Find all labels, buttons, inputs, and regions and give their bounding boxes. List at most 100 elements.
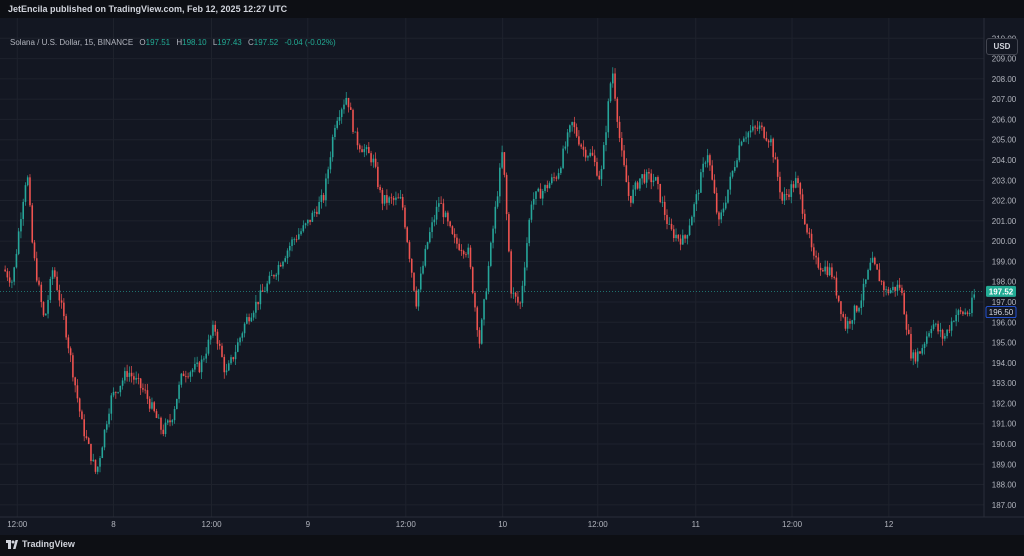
candle-body [813,247,815,256]
candle-body [300,231,302,235]
secondary-price-label: 196.50 [989,308,1014,317]
candle-body [223,356,226,373]
price-tick-label: 209.00 [992,55,1017,64]
candle-body [361,149,363,153]
candle-body [370,153,372,163]
candle-body [921,348,924,354]
candle-body [31,205,34,243]
chart-pane[interactable]: 187.00 188.00 189.00 190.00 191.00 192.00 193.… [0,18,1024,535]
candle-body [623,150,625,166]
candle-body [648,171,650,174]
time-tick-label: 9 [306,520,311,529]
candle-body [124,371,126,381]
candle-body [905,314,908,330]
candle-body [770,138,772,143]
candle-body [162,429,165,435]
candle-body [246,317,248,324]
candle-body [20,219,22,232]
candle-body [636,182,639,189]
candle-body [691,216,693,226]
price-chart[interactable]: 187.00 188.00 189.00 190.00 191.00 192.00 193.… [0,18,1024,535]
candle-body [105,424,108,430]
candle-body [611,73,614,84]
candle-body [709,155,711,166]
candle-body [763,127,765,138]
candle-body [329,157,332,170]
time-scale[interactable]: 12:00 8 12:00 9 12:00 10 12:00 11 12:00 12 [7,520,894,529]
candle-body [736,160,738,168]
candle-body [72,355,74,378]
price-scale[interactable]: 187.00 188.00 189.00 190.00 191.00 192.00 193.… [992,34,1017,510]
candle-body [178,384,180,399]
candle-body [121,380,124,386]
price-tick-label: 203.00 [992,176,1017,185]
candle-body [867,270,869,280]
candle-body [971,297,973,314]
candle-body [598,175,601,180]
candle-body [672,229,675,239]
candle-body [541,190,544,199]
candle-body [907,329,910,334]
candle-body [600,169,603,180]
candle-body [492,228,494,243]
candle-body [885,289,887,291]
candle-body [273,275,275,277]
candle-body [675,234,677,239]
candle-body [42,302,45,316]
candle-body [677,234,680,239]
candle-body [898,284,901,288]
candle-body [453,233,456,238]
symbol-name[interactable]: Solana / U.S. Dollar, 15, BINANCE [10,38,134,47]
candle-body [679,238,682,245]
currency-button[interactable]: USD [986,38,1018,55]
candle-body [433,219,436,223]
time-tick-label: 12:00 [782,520,803,529]
brand-text: TradingView [22,539,75,549]
candle-body [901,287,903,294]
candle-body [528,219,531,244]
candle-body [663,201,666,215]
candles [4,67,976,475]
candle-body [438,203,440,207]
candle-body [621,138,623,151]
candle-body [388,197,390,203]
candle-body [950,321,953,331]
candle-body [160,417,162,430]
price-tick-label: 200.00 [992,237,1017,246]
candle-body [390,197,393,199]
candle-body [819,267,822,271]
symbol-legend[interactable]: Solana / U.S. Dollar, 15, BINANCE O197.5… [10,38,336,47]
candle-body [17,231,20,254]
candle-body [609,83,612,102]
candle-body [578,136,580,145]
candle-body [354,131,357,133]
high-value: 198.10 [182,38,207,47]
candle-body [860,300,863,309]
candle-body [153,402,156,412]
candle-body [573,122,576,128]
time-tick-label: 10 [498,520,507,529]
candle-body [562,148,564,168]
candle-body [815,255,817,258]
candle-body [431,222,433,233]
candle-body [435,206,438,220]
candle-body [372,158,375,163]
candle-body [858,308,860,312]
candle-body [191,369,194,373]
candle-body [268,275,271,284]
candle-body [270,275,273,276]
candle-body [526,243,528,268]
candle-body [781,192,784,201]
price-tick-label: 193.00 [992,379,1017,388]
candle-body [842,314,845,317]
candle-body [338,117,341,121]
candle-body [817,257,820,268]
candle-body [442,203,445,218]
candle-body [808,232,811,234]
candle-body [94,459,97,472]
candle-body [340,109,343,118]
candle-body [110,395,113,414]
open-label: O [139,38,146,47]
candle-body [733,167,736,171]
tradingview-logo-icon [6,540,18,549]
